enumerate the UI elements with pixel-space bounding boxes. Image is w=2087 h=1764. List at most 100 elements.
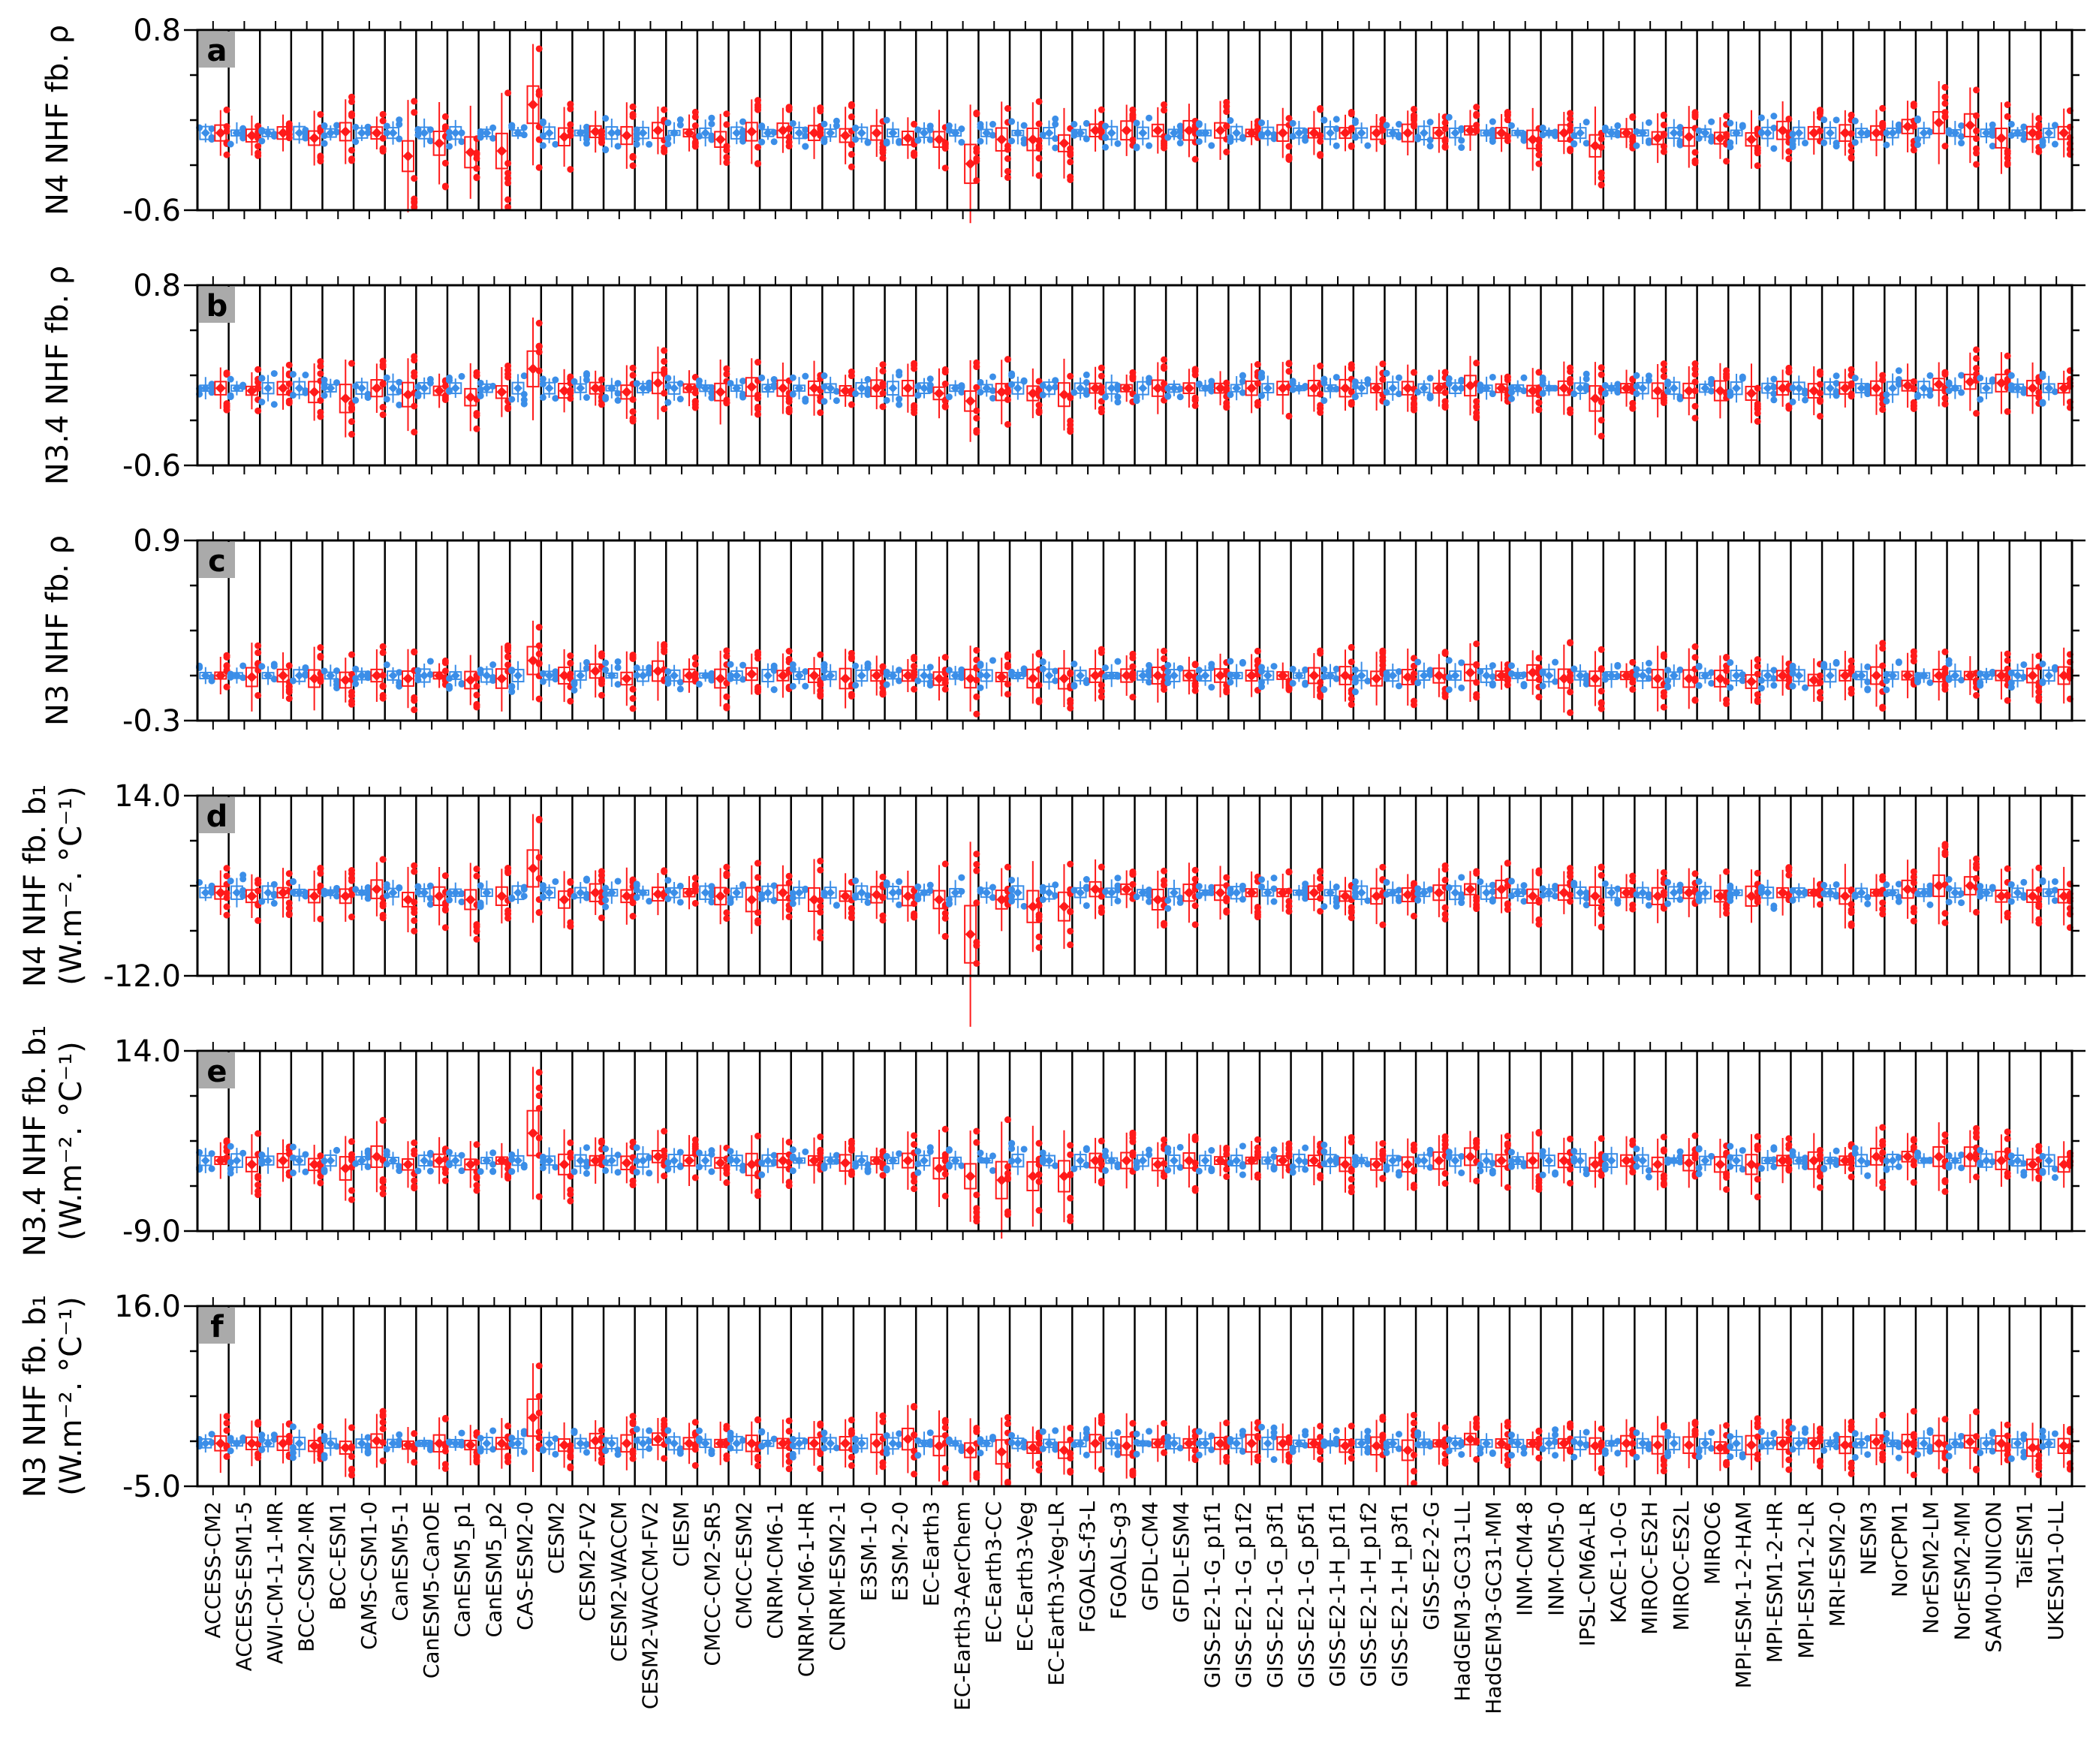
outlier-point	[973, 710, 980, 718]
box-red	[1401, 648, 1417, 709]
outlier-point	[1302, 137, 1309, 144]
outlier-point	[1926, 901, 1934, 908]
outlier-point	[1270, 885, 1278, 893]
outlier-point	[1426, 886, 1434, 893]
outlier-point	[1864, 678, 1872, 685]
box-blue	[1261, 1146, 1278, 1173]
outlier-point	[883, 681, 890, 688]
outlier-point	[414, 131, 422, 139]
outlier-point	[1052, 384, 1059, 391]
outlier-point	[1004, 173, 1011, 181]
outlier-point	[508, 688, 516, 695]
outlier-point	[539, 886, 547, 893]
outlier-point	[1351, 378, 1359, 386]
outlier-point	[1973, 365, 1980, 372]
outlier-point	[1489, 1167, 1496, 1175]
box-red	[1339, 109, 1355, 152]
outlier-point	[1321, 673, 1328, 680]
outlier-point	[1789, 143, 1796, 151]
outlier-point	[633, 664, 640, 672]
outlier-point	[1629, 1137, 1637, 1145]
outlier-point	[817, 1146, 824, 1154]
outlier-point	[1035, 1178, 1043, 1185]
outlier-point	[552, 140, 559, 148]
outlier-point	[539, 1153, 547, 1160]
outlier-point	[1895, 659, 1902, 667]
outlier-point	[539, 393, 547, 401]
outlier-point	[1473, 122, 1480, 129]
box-blue	[1539, 124, 1559, 140]
outlier-point	[1535, 676, 1543, 683]
outlier-point	[426, 137, 434, 145]
outlier-point	[1614, 389, 1622, 396]
outlier-point	[1820, 139, 1828, 146]
outlier-point	[879, 367, 887, 375]
outlier-point	[1052, 144, 1059, 152]
box-blue	[539, 118, 559, 149]
outlier-point	[817, 929, 824, 936]
outlier-point	[383, 122, 390, 130]
outlier-point	[2051, 122, 2058, 129]
outlier-point	[1317, 105, 1324, 113]
box-red	[370, 643, 387, 702]
outlier-point	[348, 651, 356, 658]
outlier-point	[1973, 161, 1980, 168]
outlier-point	[770, 138, 778, 146]
outlier-point	[941, 145, 949, 152]
outlier-point	[879, 390, 887, 397]
outlier-point	[1739, 671, 1746, 679]
outlier-point	[1770, 145, 1778, 152]
outlier-point	[1598, 688, 1605, 695]
outlier-point	[708, 899, 715, 906]
outlier-point	[1101, 143, 1109, 151]
box-blue	[602, 378, 622, 404]
outlier-point	[441, 183, 449, 191]
outlier-point	[1410, 1182, 1417, 1189]
outlier-point	[973, 899, 980, 907]
outlier-point	[1223, 1146, 1230, 1154]
outlier-point	[477, 882, 484, 890]
outlier-point	[1973, 691, 1980, 699]
outlier-point	[1914, 890, 1921, 898]
box-blue	[1289, 378, 1309, 395]
box-blue	[1883, 880, 1902, 905]
box-blue	[1071, 371, 1090, 399]
outlier-point	[848, 401, 855, 408]
outlier-point	[676, 122, 684, 129]
outlier-point	[1445, 113, 1453, 121]
outlier-point	[1816, 412, 1823, 420]
outlier-point	[739, 881, 747, 889]
outlier-point	[348, 700, 356, 708]
outlier-point	[1101, 1166, 1109, 1174]
outlier-point	[739, 661, 747, 669]
outlier-point	[379, 1185, 387, 1192]
outlier-point	[1770, 682, 1778, 689]
outlier-point	[1645, 1173, 1652, 1181]
outlier-point	[821, 136, 828, 143]
outlier-point	[629, 653, 637, 661]
outlier-point	[1848, 909, 1855, 917]
outlier-point	[1633, 142, 1640, 149]
box-blue	[1695, 1145, 1715, 1178]
outlier-point	[633, 380, 640, 387]
outlier-point	[1770, 905, 1778, 912]
box-blue	[539, 375, 559, 402]
outlier-point	[477, 134, 484, 141]
outlier-point	[754, 101, 762, 109]
outlier-point	[2035, 864, 2043, 871]
outlier-point	[723, 121, 730, 128]
box-blue	[1227, 658, 1246, 688]
outlier-point	[2004, 147, 2011, 155]
outlier-point	[1176, 664, 1184, 672]
outlier-point	[473, 872, 480, 880]
outlier-point	[1098, 863, 1105, 871]
outlier-point	[1071, 661, 1078, 668]
box-blue	[196, 879, 215, 902]
box-blue	[1571, 880, 1590, 909]
outlier-point	[989, 1152, 996, 1160]
outlier-point	[1035, 1207, 1043, 1215]
outlier-point	[1816, 901, 1823, 908]
outlier-point	[1895, 367, 1902, 375]
outlier-point	[333, 1147, 341, 1154]
outlier-point	[1161, 1136, 1168, 1143]
